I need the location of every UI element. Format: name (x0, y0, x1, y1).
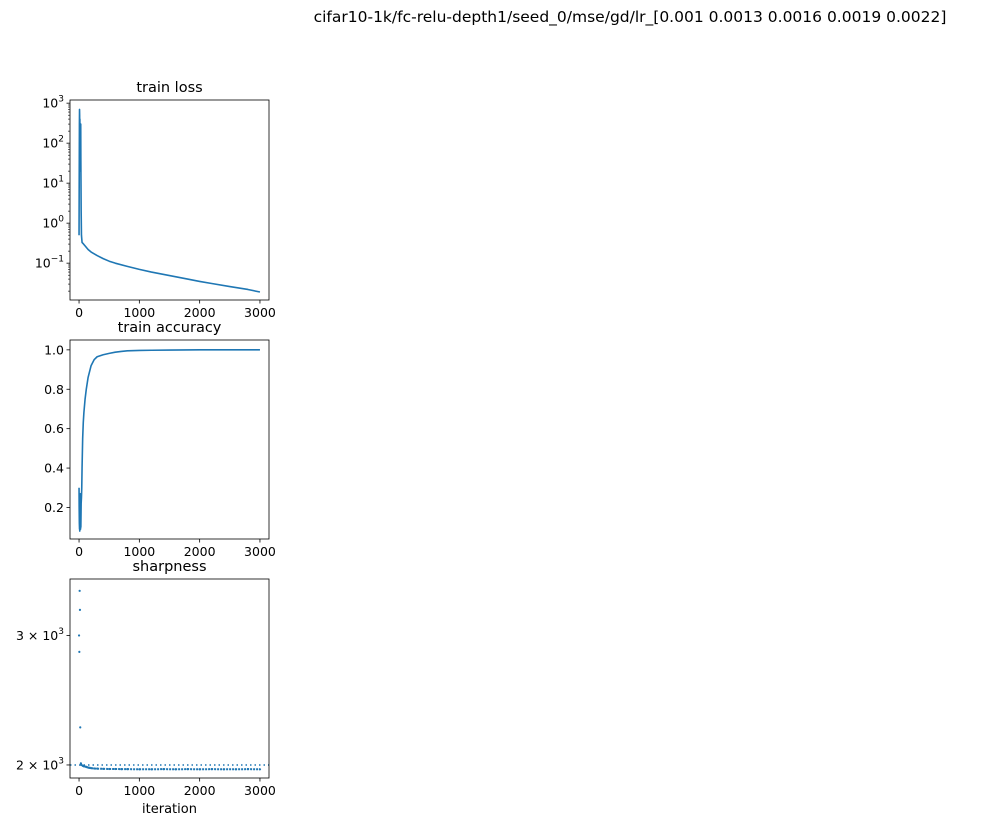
train-loss-y-tick-label: 100 (42, 215, 64, 231)
sharpness-y-tick-label: 3 × 103 (16, 627, 64, 643)
sharpness-y-tick-label: 2 × 103 (16, 756, 64, 772)
sharpness-point (78, 589, 81, 592)
sharpness-x-tick-label: 1000 (123, 783, 155, 798)
panel-sharpness: 0 1000 2000 3000 2 × 103 3 × 103 sharpness iter… (16, 559, 276, 817)
train-accuracy-y-tick-label: 0.4 (44, 461, 64, 476)
train-accuracy-x-tick-label: 2000 (184, 544, 216, 559)
train-accuracy-y-tick-label: 0.2 (44, 500, 64, 515)
train-accuracy-x-tick-label: 0 (75, 544, 83, 559)
train-loss-y-tick-label: 103 (42, 95, 64, 111)
sharpness-axes-frame (69, 578, 270, 779)
train-accuracy-x-tick-label: 1000 (123, 544, 155, 559)
sharpness-x-axis-label: iteration (142, 802, 197, 817)
panel-train-accuracy: 0 1000 2000 3000 0.2 0.4 0.6 0.8 1.0 train accura… (44, 320, 276, 559)
train-accuracy-y-tick-label: 0.6 (44, 421, 64, 436)
sharpness-point (78, 650, 81, 653)
sharpness-title: sharpness (132, 559, 206, 575)
sharpness-x-tick-label: 3000 (244, 783, 276, 798)
sharpness-x-tick-label: 0 (75, 783, 83, 798)
train-loss-series-line (78, 108, 261, 293)
train-accuracy-y-tick-label: 0.8 (44, 382, 64, 397)
train-loss-x-tick-label: 3000 (244, 305, 276, 320)
train-accuracy-y-tick-label: 1.0 (44, 342, 64, 357)
train-accuracy-x-tick-label: 3000 (244, 544, 276, 559)
train-loss-y-tick-label: 102 (42, 135, 64, 151)
train-accuracy-title: train accuracy (118, 320, 222, 336)
sharpness-point-band (79, 763, 260, 771)
train-accuracy-axes-frame (69, 339, 270, 540)
train-loss-title: train loss (136, 80, 202, 96)
train-loss-y-tick-label: 101 (42, 175, 64, 191)
train-loss-x-tick-label: 2000 (184, 305, 216, 320)
train-accuracy-series-line (78, 349, 260, 532)
sharpness-x-tick-label: 2000 (184, 783, 216, 798)
sharpness-point (77, 634, 81, 637)
figure-suptitle: cifar10-1k/fc-relu-depth1/seed_0/mse/gd/… (314, 8, 947, 27)
train-loss-axes-frame (69, 99, 270, 301)
sharpness-point (78, 608, 82, 611)
panel-train-loss: 0 1000 2000 3000 10−1 100 101 102 103 train loss (35, 80, 276, 320)
sharpness-point (79, 726, 82, 729)
train-loss-x-tick-label: 0 (75, 305, 83, 320)
train-loss-x-tick-label: 1000 (123, 305, 155, 320)
train-loss-y-tick-label: 10−1 (35, 255, 64, 271)
